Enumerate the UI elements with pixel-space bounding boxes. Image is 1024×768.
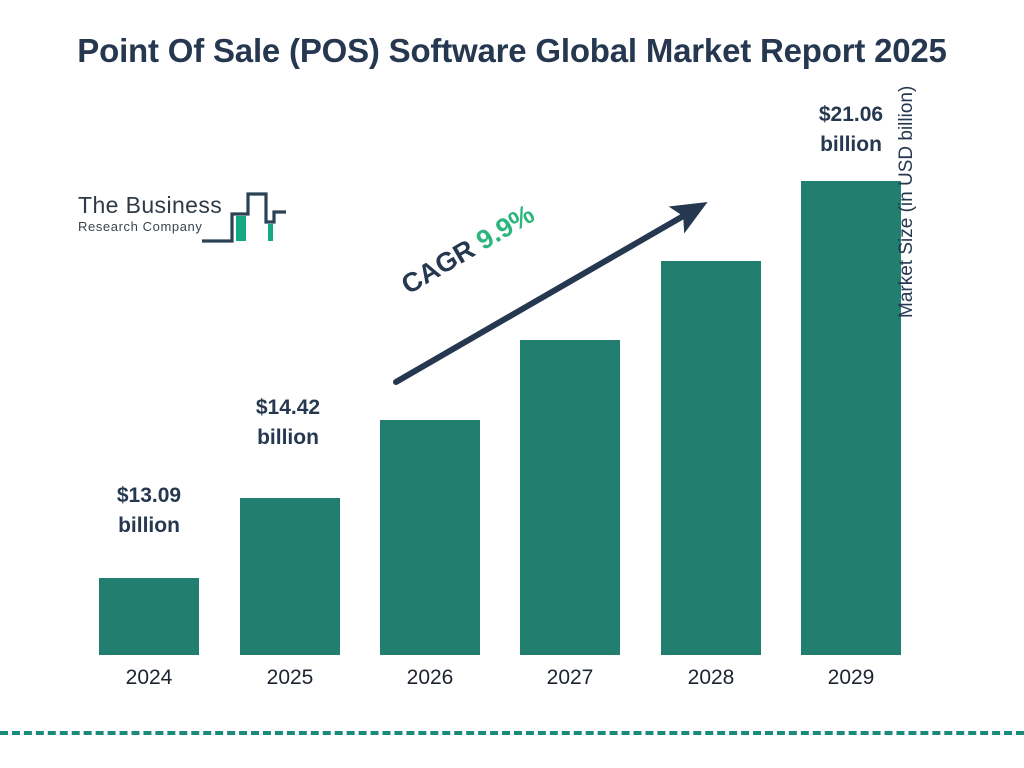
xtick-2029: 2029 xyxy=(827,666,875,689)
bar-2025 xyxy=(240,498,340,655)
company-logo: The Business Research Company xyxy=(78,190,320,252)
bar-value-2025: $14.42 billion xyxy=(255,396,321,450)
logo-line-one: The Business xyxy=(78,192,223,218)
logo-line-two: Research Company xyxy=(78,219,203,234)
bar-2024 xyxy=(99,578,199,655)
bar-2028 xyxy=(661,261,761,655)
xtick-2027: 2027 xyxy=(546,666,594,689)
bottom-divider xyxy=(0,731,1024,735)
bar-2027 xyxy=(520,340,620,655)
bar-value-2024: $13.09 billion xyxy=(116,484,182,538)
cagr-label: CAGR 9.9% xyxy=(396,199,540,301)
bar-value-2029: $21.06 billion xyxy=(818,103,884,157)
logo-wordmark: The Business Research Company xyxy=(78,192,223,234)
xtick-2025: 2025 xyxy=(266,666,314,689)
cagr-word: CAGR xyxy=(396,233,480,300)
y-axis-label: Market Size (in USD billion) xyxy=(896,85,917,318)
bar-2029 xyxy=(801,181,901,655)
bar-2026 xyxy=(380,420,480,655)
page-title: Point Of Sale (POS) Software Global Mark… xyxy=(77,32,947,69)
xtick-2026: 2026 xyxy=(406,666,454,689)
xtick-2024: 2024 xyxy=(125,666,173,689)
cagr-value: 9.9% xyxy=(471,198,540,256)
xtick-2028: 2028 xyxy=(687,666,735,689)
